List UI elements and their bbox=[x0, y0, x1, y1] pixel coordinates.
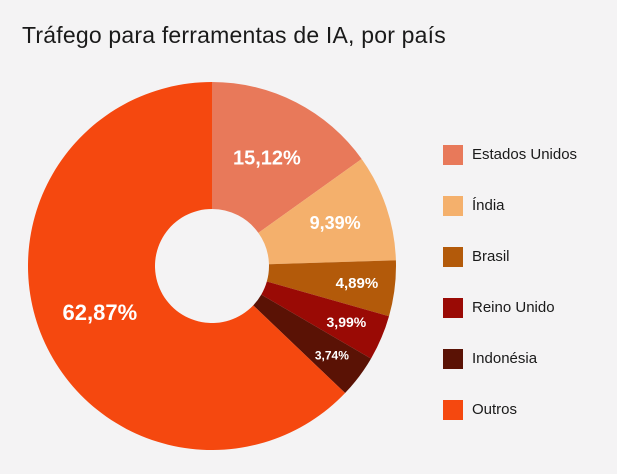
data-label: 3,74% bbox=[315, 348, 349, 362]
legend-item: Brasil bbox=[443, 231, 577, 282]
legend-swatch bbox=[443, 297, 463, 318]
slice-estados-unidos bbox=[212, 82, 362, 233]
chart-title: Tráfego para ferramentas de IA, por país bbox=[22, 22, 446, 48]
legend-swatch bbox=[443, 195, 463, 216]
slice-reino-unido bbox=[261, 281, 390, 359]
legend-label: Reino Unido bbox=[472, 299, 555, 316]
legend-label: Índia bbox=[472, 197, 505, 214]
slice-outros bbox=[27, 82, 346, 451]
legend-swatch bbox=[443, 348, 463, 369]
legend-swatch bbox=[443, 144, 463, 165]
legend-label: Estados Unidos bbox=[472, 146, 578, 163]
data-label: 4,89% bbox=[336, 275, 379, 292]
legend-item: Estados Unidos bbox=[443, 129, 577, 180]
data-label: 3,99% bbox=[327, 314, 367, 330]
data-label: 15,12% bbox=[233, 148, 301, 170]
legend-item: Outros bbox=[443, 384, 577, 435]
legend-label: Indonésia bbox=[472, 350, 538, 367]
legend-item: Reino Unido bbox=[443, 282, 577, 333]
data-label: 9,39% bbox=[310, 213, 361, 233]
legend-swatch bbox=[443, 399, 463, 420]
legend-item: Indonésia bbox=[443, 333, 577, 384]
slice-índia bbox=[258, 158, 396, 265]
legend-label: Outros bbox=[472, 401, 518, 418]
legend-item: Índia bbox=[443, 180, 577, 231]
legend-swatch bbox=[443, 246, 463, 267]
data-label: 62,87% bbox=[63, 300, 138, 325]
slice-brasil bbox=[266, 260, 396, 317]
legend-label: Brasil bbox=[472, 248, 510, 265]
slice-indonésia bbox=[253, 294, 372, 394]
legend: Estados Unidos Índia Brasil Reino Unido Indo… bbox=[443, 129, 577, 435]
